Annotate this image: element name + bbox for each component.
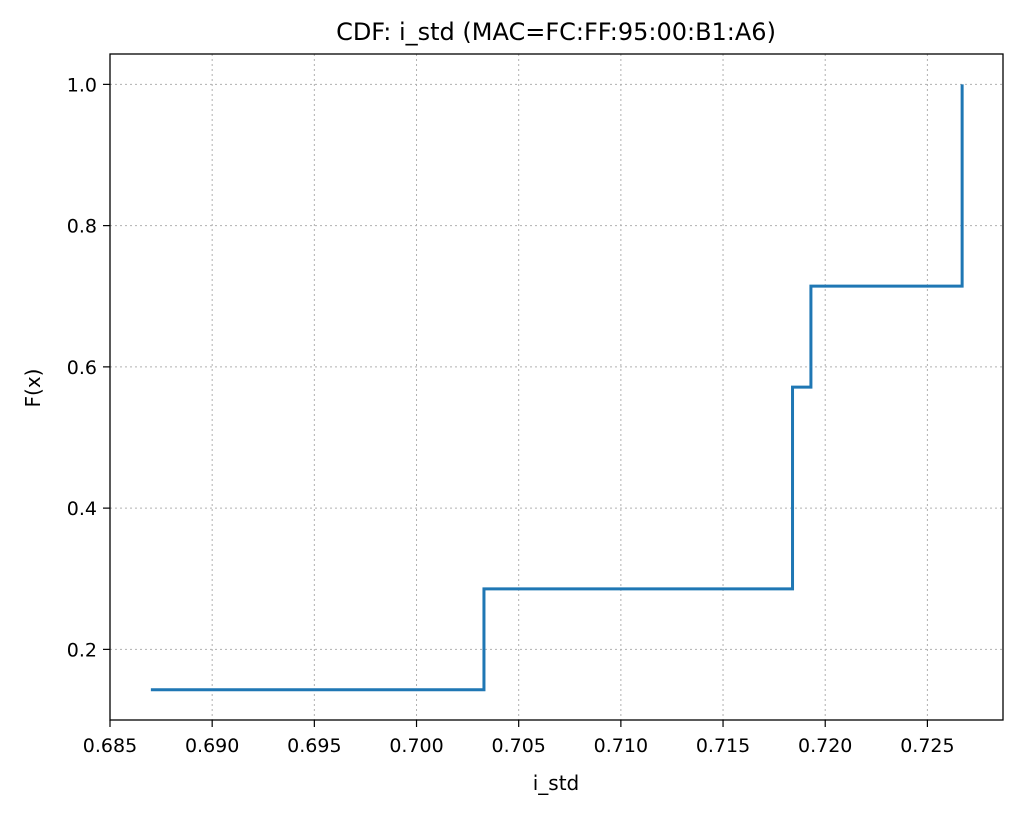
cdf-step-line <box>150 84 964 692</box>
series-layer <box>150 84 964 692</box>
ticks: 0.685 0.690 0.695 0.700 0.705 0.710 0.715 0.720… <box>67 74 955 757</box>
chart-title: CDF: i_std (MAC=FC:FF:95:00:B1:A6) <box>336 18 776 46</box>
x-tick-label: 0.720 <box>798 735 852 757</box>
plot-frame <box>109 53 1004 721</box>
x-tick-label: 0.700 <box>389 735 443 757</box>
y-tick-label: 1.0 <box>67 74 97 96</box>
y-tick-label: 0.2 <box>67 639 97 661</box>
x-tick-label: 0.725 <box>900 735 954 757</box>
x-axis-label: i_std <box>533 771 580 795</box>
x-tick-label: 0.710 <box>594 735 648 757</box>
x-tick-label: 0.685 <box>83 735 137 757</box>
grid <box>109 54 1003 720</box>
y-tick-label: 0.4 <box>67 498 97 520</box>
y-tick-label: 0.6 <box>67 357 97 379</box>
x-tick-label: 0.695 <box>287 735 341 757</box>
x-tick-label: 0.715 <box>696 735 750 757</box>
y-tick-label: 0.8 <box>67 216 97 238</box>
x-tick-label: 0.690 <box>185 735 239 757</box>
y-axis-label: F(x) <box>21 369 45 408</box>
x-tick-label: 0.705 <box>491 735 545 757</box>
